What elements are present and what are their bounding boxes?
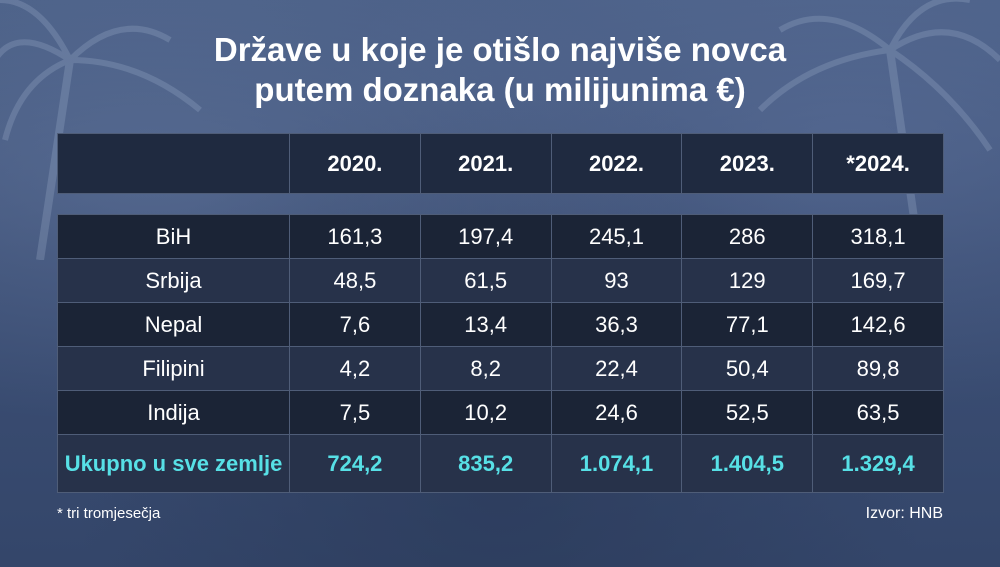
column-header: 2020. (289, 133, 421, 194)
column-header: 2021. (419, 133, 552, 194)
table-row: Indija 7,5 10,2 24,6 52,5 63,5 (57, 390, 944, 435)
table-cell: 50,4 (681, 346, 814, 391)
table-cell: 4,2 (289, 346, 421, 391)
total-cell: 835,2 (419, 434, 552, 493)
title-line-2: putem doznaka (u milijunima €) (254, 71, 746, 108)
row-label: Nepal (57, 302, 290, 347)
column-header: 2023. (681, 133, 814, 194)
table-cell: 7,6 (289, 302, 421, 347)
data-table: BiH 161,3 197,4 245,1 286 318,1 Srbija 4… (57, 214, 944, 493)
table-cell: 61,5 (419, 258, 552, 303)
table-cell: 318,1 (812, 214, 944, 259)
table-cell: 77,1 (681, 302, 814, 347)
total-cell: 1.329,4 (812, 434, 944, 493)
chart-title: Države u koje je otišlo najviše novca pu… (0, 30, 1000, 110)
source-credit: Izvor: HNB (865, 505, 943, 522)
table-cell: 48,5 (289, 258, 421, 303)
table-row: Filipini 4,2 8,2 22,4 50,4 89,8 (57, 346, 944, 391)
table-cell: 36,3 (550, 302, 683, 347)
table-cell: 52,5 (681, 390, 814, 435)
table-header: 2020. 2021. 2022. 2023. *2024. (57, 133, 944, 194)
table-cell: 63,5 (812, 390, 944, 435)
table-cell: 10,2 (419, 390, 552, 435)
table-cell: 245,1 (550, 214, 683, 259)
total-cell: 1.404,5 (681, 434, 814, 493)
table-cell: 89,8 (812, 346, 944, 391)
column-header: *2024. (812, 133, 944, 194)
table-cell: 129 (681, 258, 814, 303)
table-cell: 93 (550, 258, 683, 303)
header-corner-cell (57, 133, 290, 194)
table-cell: 22,4 (550, 346, 683, 391)
palm-tree-left-icon (0, 0, 202, 260)
table-row: BiH 161,3 197,4 245,1 286 318,1 (57, 214, 944, 259)
title-line-1: Države u koje je otišlo najviše novca (213, 31, 787, 68)
table-cell: 13,4 (419, 302, 552, 347)
table-cell: 161,3 (289, 214, 421, 259)
table-cell: 169,7 (812, 258, 944, 303)
table-row: Nepal 7,6 13,4 36,3 77,1 142,6 (57, 302, 944, 347)
row-label: Filipini (57, 346, 290, 391)
table-cell: 7,5 (289, 390, 421, 435)
table-cell: 286 (681, 214, 814, 259)
total-label: Ukupno u sve zemlje (57, 434, 290, 493)
row-label: Srbija (57, 258, 290, 303)
total-cell: 724,2 (289, 434, 421, 493)
row-label: Indija (57, 390, 290, 435)
table-cell: 8,2 (419, 346, 552, 391)
table-cell: 142,6 (812, 302, 944, 347)
column-header: 2022. (550, 133, 683, 194)
table-cell: 197,4 (419, 214, 552, 259)
table-row: Srbija 48,5 61,5 93 129 169,7 (57, 258, 944, 303)
row-label: BiH (57, 214, 290, 259)
total-row: Ukupno u sve zemlje 724,2 835,2 1.074,1 … (57, 434, 944, 493)
table-cell: 24,6 (550, 390, 683, 435)
total-cell: 1.074,1 (550, 434, 683, 493)
footnote: * tri tromjesečja (57, 505, 161, 522)
